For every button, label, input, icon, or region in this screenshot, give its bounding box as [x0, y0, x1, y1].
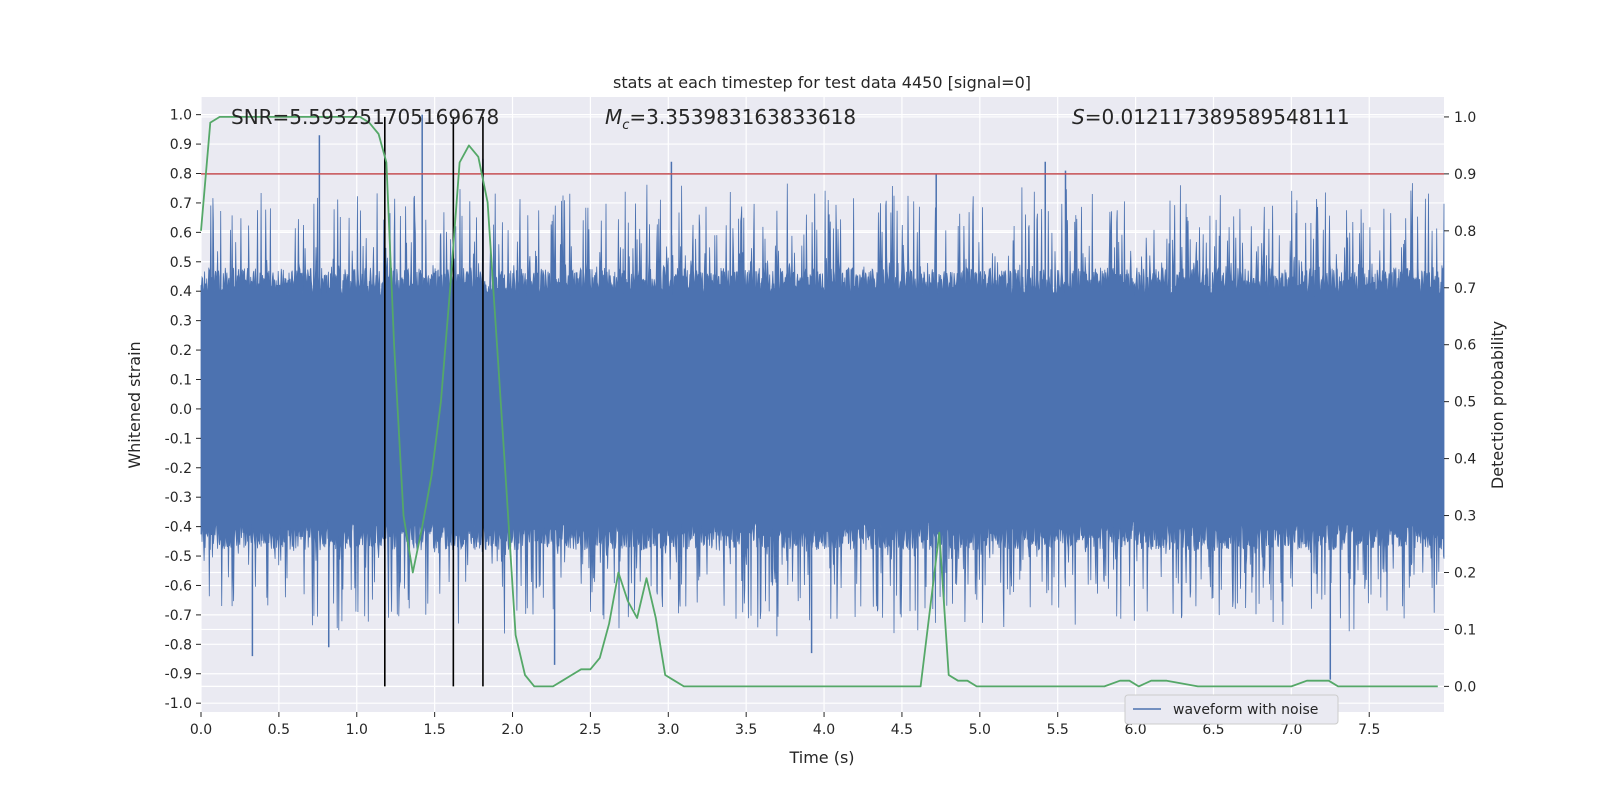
overlay-layer: [200, 116, 1444, 688]
right-y-axis-label: Detection probability: [1488, 321, 1507, 489]
x-tick-label: 1.0: [346, 722, 368, 738]
y-right-tick-label: 0.2: [1454, 565, 1476, 581]
y-axis-label: Whitened strain: [125, 341, 144, 468]
y-tick-label: 0.0: [170, 402, 192, 418]
y-right-tick-label: 0.6: [1454, 338, 1476, 354]
s-stat-symbol: S: [1072, 105, 1085, 129]
s-stat-annotation: S=0.012117389589548111: [1072, 105, 1350, 129]
y-tick-label: -0.1: [165, 431, 192, 447]
legend-label: waveform with noise: [1173, 702, 1318, 718]
x-axis-label: Time (s): [788, 748, 854, 767]
chirp-mass-value: =3.353983163833618: [629, 105, 856, 129]
y-right-tick-label: 0.7: [1454, 281, 1476, 297]
detection-probability-line: [200, 116, 1438, 688]
x-tick-label: 1.5: [424, 722, 446, 738]
y-tick-label: 0.6: [170, 225, 192, 241]
y-right-tick-label: 0.8: [1454, 224, 1476, 240]
chirp-mass-annotation: Mc=3.353983163833618: [605, 105, 856, 133]
x-tick-label: 2.5: [579, 722, 601, 738]
chirp-mass-subscript: c: [622, 118, 629, 133]
tick-layer: 0.0 0.5 1.0 1.5 2.0 2.5 3.0 3.5 4.0 4.5 5.0 5.5 6.0 6…: [165, 108, 1477, 738]
y-tick-label: 0.2: [170, 343, 192, 359]
y-right-tick-label: 0.0: [1454, 679, 1476, 695]
y-tick-label: 0.4: [170, 284, 192, 300]
y-tick-label: 0.1: [170, 372, 192, 388]
y-tick-label: -0.8: [165, 637, 192, 653]
y-tick-label: 0.3: [170, 314, 192, 330]
y-tick-label: -0.9: [165, 667, 192, 683]
x-tick-label: 6.0: [1124, 722, 1146, 738]
y-right-tick-label: 0.3: [1454, 509, 1476, 525]
x-tick-label: 6.5: [1202, 722, 1224, 738]
waveform-envelope: [200, 183, 1445, 637]
x-tick-label: 3.5: [735, 722, 757, 738]
y-tick-label: 0.9: [170, 137, 192, 153]
y-tick-label: 0.7: [170, 196, 192, 212]
x-tick-label: 5.5: [1047, 722, 1069, 738]
y-tick-label: -0.5: [165, 549, 192, 565]
y-right-tick-label: 1.0: [1454, 110, 1476, 126]
y-tick-label: -0.7: [165, 608, 192, 624]
x-tick-label: 3.0: [657, 722, 679, 738]
y-right-tick-label: 0.5: [1454, 395, 1476, 411]
y-tick-label: 0.8: [170, 167, 192, 183]
x-tick-label: 4.0: [813, 722, 835, 738]
y-right-tick-label: 0.9: [1454, 167, 1476, 183]
y-tick-label: 0.5: [170, 255, 192, 271]
snr-annotation: SNR=5.593251705169678: [231, 105, 499, 129]
y-tick-label: -0.2: [165, 461, 192, 477]
x-tick-label: 7.5: [1358, 722, 1380, 738]
x-tick-label: 0.5: [268, 722, 290, 738]
x-tick-label: 0.0: [190, 722, 212, 738]
x-tick-label: 7.0: [1280, 722, 1302, 738]
x-tick-label: 2.0: [501, 722, 523, 738]
chirp-mass-symbol: M: [605, 105, 622, 129]
y-right-tick-label: 0.1: [1454, 622, 1476, 638]
y-tick-label: -1.0: [165, 696, 192, 712]
y-tick-label: 1.0: [170, 108, 192, 124]
y-right-tick-label: 0.4: [1454, 452, 1476, 468]
x-tick-label: 4.5: [891, 722, 913, 738]
chart-title: stats at each timestep for test data 445…: [613, 73, 1031, 92]
x-tick-label: 5.0: [969, 722, 991, 738]
legend: waveform with noise: [1124, 694, 1339, 725]
s-stat-value: =0.012117389589548111: [1085, 105, 1350, 129]
y-tick-label: -0.3: [165, 490, 192, 506]
y-tick-label: -0.6: [165, 578, 192, 594]
legend-box: [1124, 694, 1339, 725]
y-tick-label: -0.4: [165, 520, 192, 536]
